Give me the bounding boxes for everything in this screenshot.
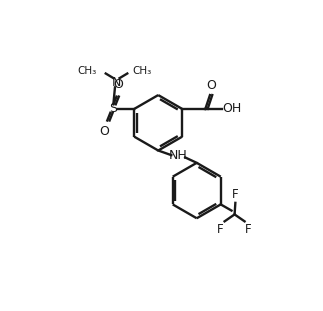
Text: S: S [109,102,118,115]
Text: O: O [99,125,109,138]
Text: F: F [232,188,239,201]
Text: N: N [112,76,121,89]
Text: CH₃: CH₃ [133,66,152,76]
Text: OH: OH [222,102,242,115]
Text: CH₃: CH₃ [77,66,97,76]
Text: O: O [206,79,216,92]
Text: F: F [217,223,224,236]
Text: O: O [113,78,123,91]
Text: NH: NH [169,149,188,162]
Text: F: F [245,223,252,236]
